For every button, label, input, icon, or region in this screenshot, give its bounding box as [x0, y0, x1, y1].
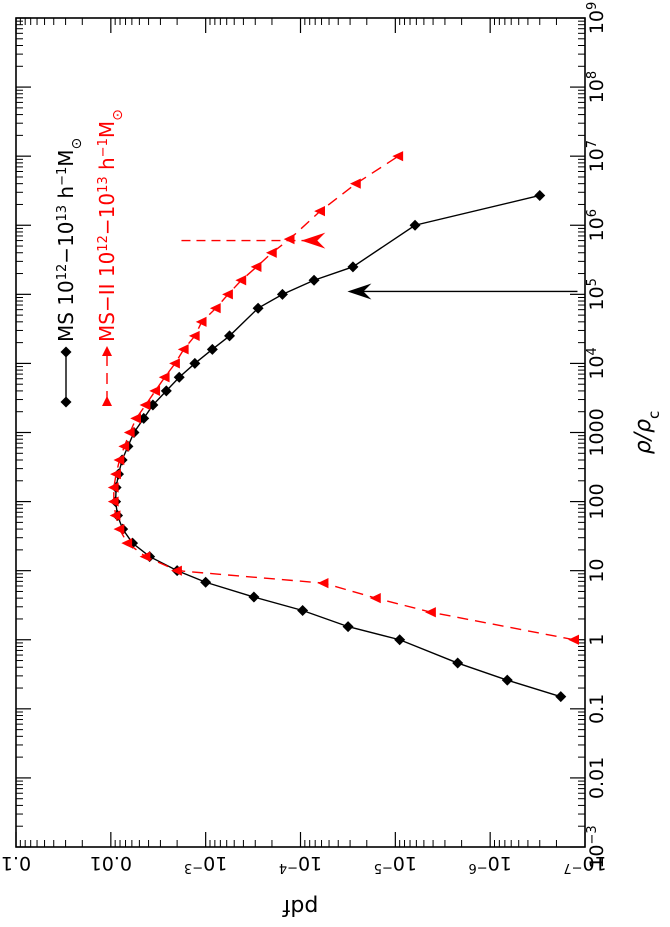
series-0-line — [114, 194, 561, 698]
series-0-point — [342, 621, 354, 633]
x-tick-label: 10 — [586, 559, 608, 583]
series-0-point — [160, 385, 172, 397]
x-tick-label: 0.01 — [586, 757, 608, 799]
series-1-point — [250, 261, 262, 272]
series-0-point — [189, 357, 201, 369]
series-1-point — [113, 454, 125, 466]
series-1-point — [158, 372, 170, 383]
series-0-point — [252, 302, 264, 314]
series-1-point — [392, 151, 404, 162]
series-1-line — [113, 155, 575, 641]
series-1-point — [171, 565, 182, 576]
series-1-point — [177, 344, 189, 355]
series-1-point — [123, 427, 135, 438]
series-1-point — [235, 275, 247, 286]
annotation-arrowhead-0 — [347, 283, 372, 300]
series-0-point — [173, 371, 185, 383]
x-tick-label: 1000 — [586, 408, 608, 456]
legend-marker-0 — [60, 396, 72, 408]
series-1-point — [139, 399, 151, 411]
legend-marker-0 — [60, 346, 72, 358]
x-tick-label: 100 — [586, 483, 608, 519]
series-1-point — [149, 385, 161, 397]
series-1-point — [195, 316, 207, 327]
series-0-point — [248, 591, 260, 603]
series-1-point — [113, 523, 125, 535]
x-tick-label: 0.1 — [586, 694, 608, 724]
series-0-point — [555, 691, 567, 703]
series-1-point — [118, 441, 130, 452]
series-1-point — [107, 496, 119, 507]
annotation-arrowhead-1 — [301, 232, 326, 249]
legend-marker-1 — [102, 396, 112, 406]
series-0-point — [224, 330, 236, 342]
series-0-point — [297, 605, 309, 617]
series-1-point — [369, 593, 381, 604]
series-0-point — [206, 343, 218, 355]
series-1-point — [283, 234, 295, 245]
x-tick-label: 1 — [586, 634, 608, 646]
series-0-point — [200, 576, 212, 588]
series-1-point — [314, 206, 325, 217]
series-1-point — [222, 289, 233, 300]
series-1-point — [109, 510, 121, 521]
x-axis-label: ρ/ρc — [631, 411, 663, 455]
series-0-point — [308, 274, 320, 286]
y-tick-label: 0.1 — [1, 852, 31, 874]
y-tick-label: 0.01 — [90, 852, 132, 874]
series-0-point — [347, 261, 359, 273]
series-group — [107, 151, 579, 703]
series-0-point — [409, 219, 421, 231]
series-1-point — [209, 303, 221, 314]
series-1-point — [317, 578, 329, 589]
series-0-point — [452, 657, 464, 669]
series-1-point — [349, 178, 361, 189]
series-1-point — [139, 551, 151, 562]
series-1-point — [121, 538, 133, 549]
series-0-point — [394, 634, 406, 646]
y-axis-label: pdf — [281, 894, 318, 919]
series-1-point — [265, 247, 277, 258]
series-0-point — [501, 674, 513, 686]
series-1-point — [425, 607, 436, 618]
series-0-point — [127, 537, 139, 549]
series-1-point — [169, 358, 180, 369]
series-1-point — [110, 468, 121, 480]
series-0-point — [276, 288, 288, 300]
series-1-point — [130, 413, 142, 424]
series-1-point — [568, 634, 579, 645]
legend-marker-1 — [102, 346, 112, 356]
series-1-point — [107, 482, 119, 493]
series-0-point — [534, 189, 546, 201]
series-1-point — [188, 330, 200, 342]
